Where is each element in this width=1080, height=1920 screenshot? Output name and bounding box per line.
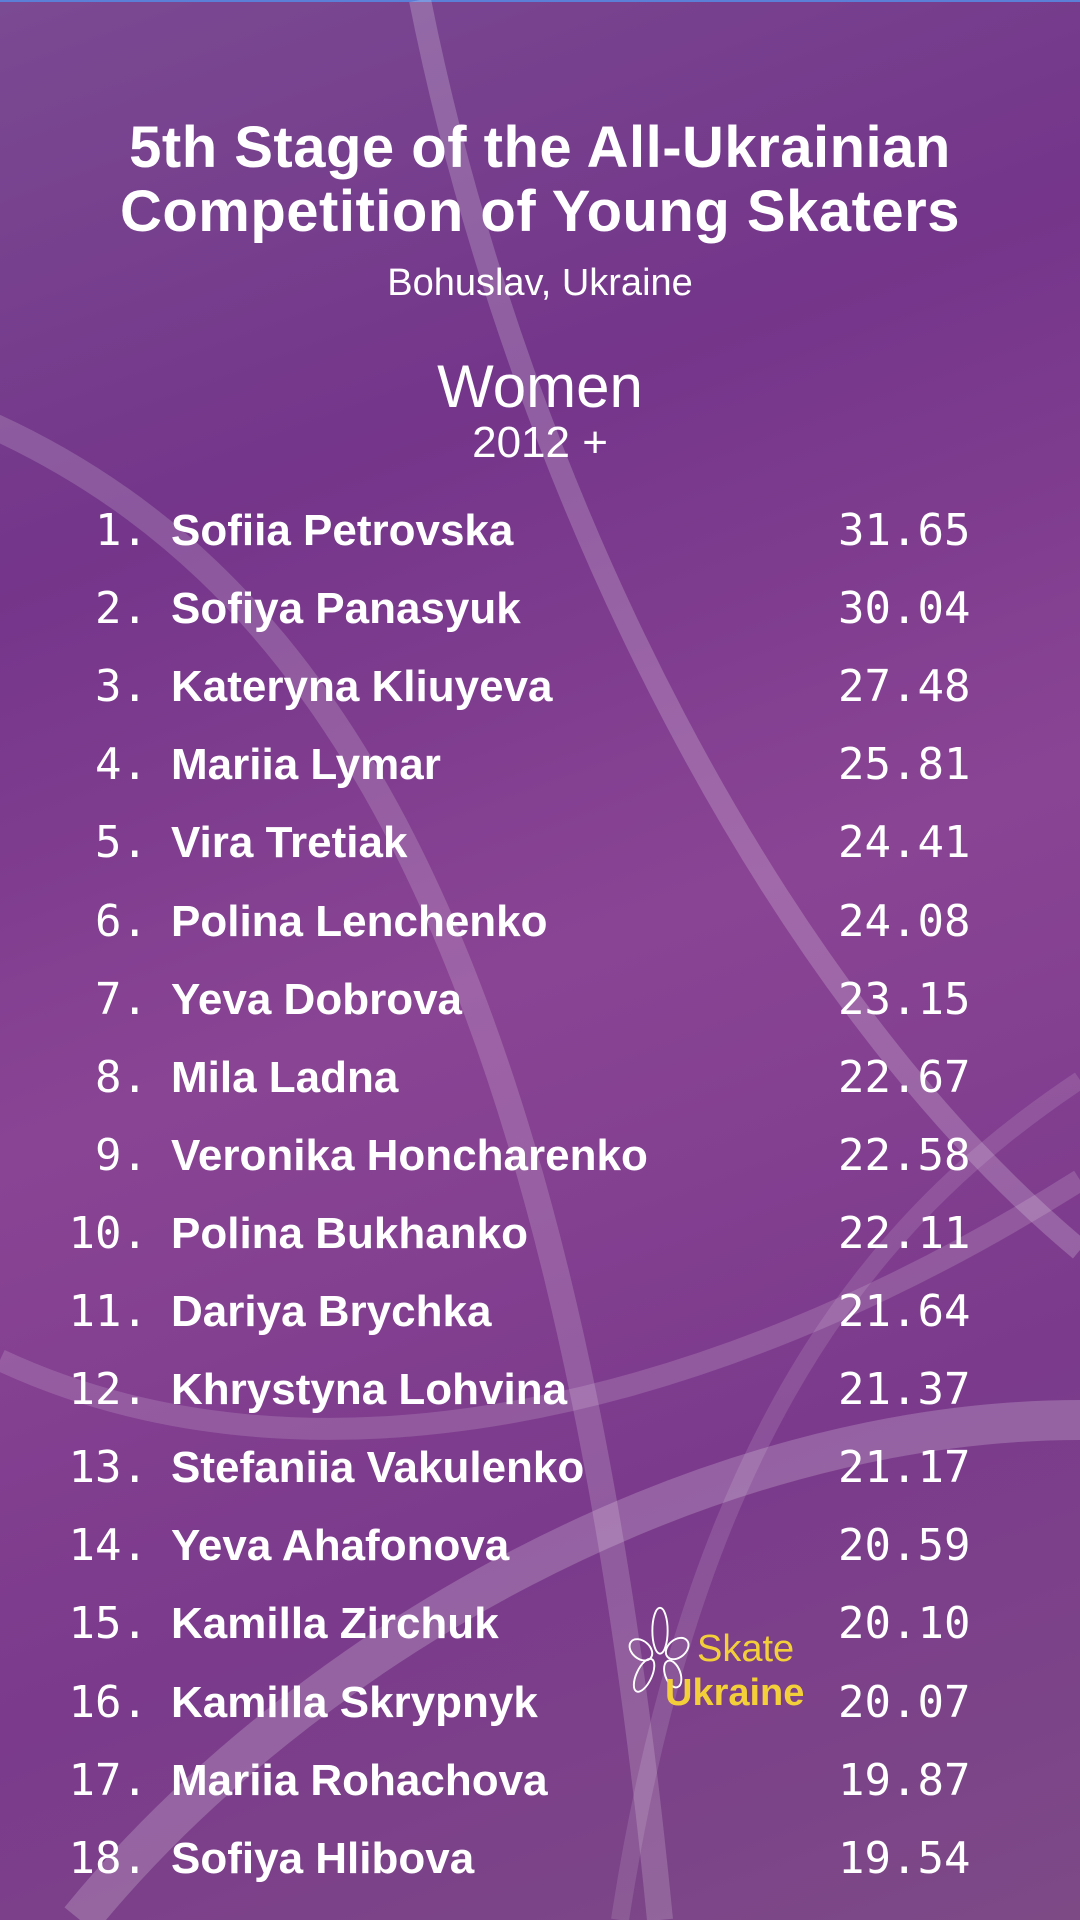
event-location: Bohuslav, Ukraine: [387, 262, 693, 304]
score: 20.59: [838, 1520, 971, 1572]
skater-name: Mila Ladna: [171, 1052, 399, 1102]
result-row: 15. Kamilla Zirchuk 20.10: [0, 1585, 1080, 1663]
result-row: 7. Yeva Dobrova 23.15: [0, 961, 1080, 1039]
skater-flower-icon: [628, 1606, 690, 1693]
score: 21.37: [838, 1364, 971, 1416]
skater-name: Yeva Ahafonova: [171, 1521, 510, 1571]
result-row: 1. Sofiia Petrovska 31.65: [0, 492, 1080, 570]
rank: 4.: [95, 739, 148, 791]
score: 31.65: [838, 505, 971, 556]
skater-name: Mariia Lymar: [171, 740, 441, 790]
skater-name: Polina Lenchenko: [171, 896, 548, 946]
rank: 7.: [95, 973, 148, 1025]
score: 22.11: [838, 1207, 971, 1259]
score: 20.07: [838, 1676, 971, 1728]
skate-ukraine-logo: Skate Ukraine: [625, 1598, 825, 1728]
category-title: Women: [437, 353, 643, 420]
score: 23.15: [838, 973, 971, 1025]
result-row: 6. Polina Lenchenko 24.08: [0, 883, 1080, 961]
skater-name: Sofiya Hlibova: [171, 1833, 475, 1883]
skater-name: Kateryna Kliuyeva: [171, 662, 553, 712]
rank: 13.: [68, 1442, 148, 1494]
result-row: 14. Yeva Ahafonova 20.59: [0, 1507, 1080, 1585]
age-group: 2012 +: [472, 418, 608, 467]
result-row: 11. Dariya Brychka 21.64: [0, 1273, 1080, 1351]
score: 21.64: [838, 1286, 971, 1337]
rank: 5.: [95, 817, 148, 869]
skater-name: Dariya Brychka: [171, 1287, 492, 1336]
result-row: 17. Mariia Rohachova 19.87: [0, 1742, 1080, 1820]
score: 24.08: [838, 895, 971, 947]
rank: 15.: [68, 1598, 148, 1650]
score: 21.17: [838, 1442, 971, 1494]
rank: 12.: [68, 1364, 148, 1416]
skater-name: Khrystyna Lohvina: [171, 1365, 568, 1415]
result-row: 8. Mila Ladna 22.67: [0, 1039, 1080, 1117]
rank: 8.: [95, 1051, 148, 1103]
rank: 11.: [68, 1286, 148, 1337]
score: 25.81: [838, 739, 971, 791]
skater-name: Polina Bukhanko: [171, 1208, 528, 1258]
result-row: 5. Vira Tretiak 24.41: [0, 804, 1080, 882]
skater-name: Sofiia Petrovska: [171, 506, 514, 555]
top-border: [0, 0, 1080, 2]
title-line-2: Competition of Young Skaters: [119, 179, 961, 244]
rank: 16.: [68, 1676, 148, 1728]
result-row: 10. Polina Bukhanko 22.11: [0, 1195, 1080, 1273]
score: 20.10: [838, 1598, 971, 1650]
title-line-1: 5th Stage of the All-Ukrainian: [129, 115, 951, 180]
score: 27.48: [838, 661, 971, 713]
score: 19.54: [838, 1832, 971, 1884]
logo-text-skate: Skate: [697, 1628, 795, 1670]
result-row: 12. Khrystyna Lohvina 21.37: [0, 1351, 1080, 1429]
skater-name: Yeva Dobrova: [171, 974, 463, 1024]
skater-name: Kamilla Skrypnyk: [171, 1677, 538, 1727]
skater-name: Mariia Rohachova: [171, 1755, 548, 1805]
result-row: 9. Veronika Honcharenko 22.58: [0, 1117, 1080, 1195]
rank: 9.: [95, 1129, 148, 1181]
skater-name: Sofiya Panasyuk: [171, 584, 521, 634]
rank: 3.: [95, 661, 148, 713]
score: 30.04: [838, 583, 971, 635]
result-row: 18. Sofiya Hlibova 19.54: [0, 1820, 1080, 1898]
skater-name: Veronika Honcharenko: [171, 1130, 648, 1180]
rank: 14.: [68, 1520, 148, 1572]
logo-text-ukraine: Ukraine: [665, 1672, 805, 1714]
result-row: 13. Stefaniia Vakulenko 21.17: [0, 1429, 1080, 1507]
skater-name: Stefaniia Vakulenko: [171, 1443, 585, 1493]
score: 22.58: [838, 1129, 971, 1181]
result-row: 2. Sofiya Panasyuk 30.04: [0, 570, 1080, 648]
event-title: 5th Stage of the All-Ukrainian Competiti…: [0, 116, 1080, 244]
rank: 17.: [68, 1754, 148, 1806]
skater-name: Vira Tretiak: [171, 818, 408, 868]
rank: 6.: [95, 895, 148, 947]
rank: 1.: [95, 505, 148, 556]
rank: 10.: [68, 1207, 148, 1259]
rank: 18.: [68, 1832, 148, 1884]
score: 24.41: [838, 817, 971, 869]
score: 19.87: [838, 1754, 971, 1806]
skater-name: Kamilla Zirchuk: [171, 1599, 499, 1649]
result-row: 3. Kateryna Kliuyeva 27.48: [0, 648, 1080, 726]
score: 22.67: [838, 1051, 971, 1103]
result-row: 4. Mariia Lymar 25.81: [0, 726, 1080, 804]
rank: 2.: [95, 583, 148, 635]
result-row: 16. Kamilla Skrypnyk 20.07: [0, 1664, 1080, 1742]
